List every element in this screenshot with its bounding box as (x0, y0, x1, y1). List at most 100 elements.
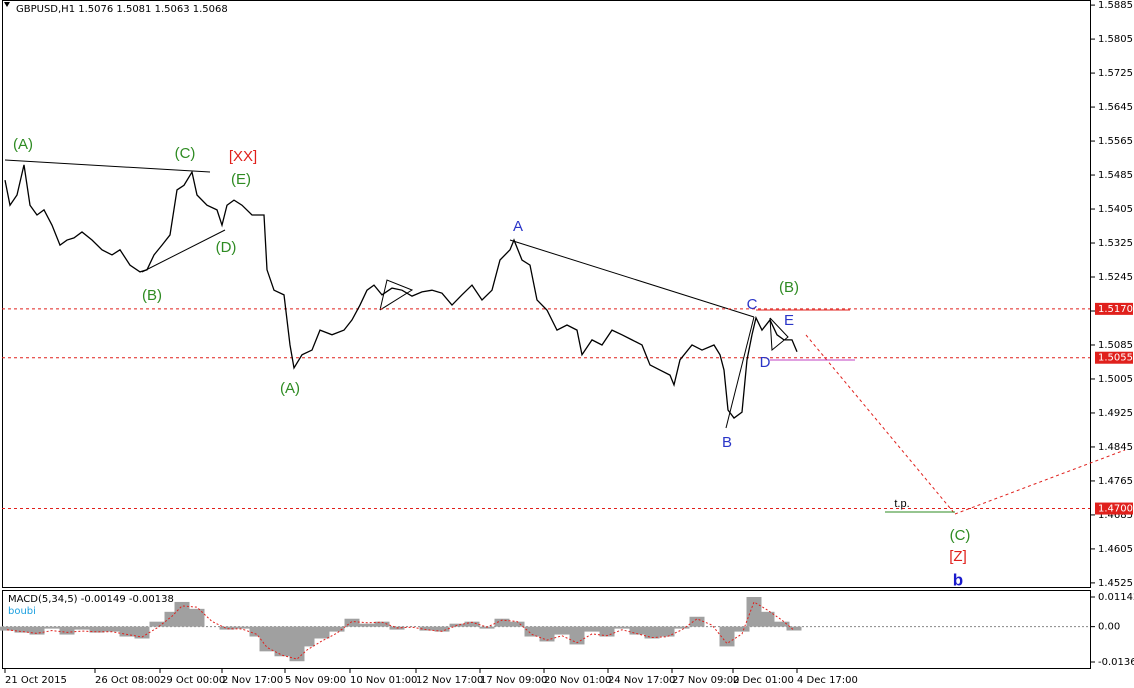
wave-label: C (747, 296, 758, 313)
x-tick-label: 10 Nov 01:00 (350, 675, 417, 686)
macd-bar (419, 626, 435, 631)
y-tick-label: 0.00 (1098, 622, 1120, 633)
y-tick-label: 1.4525 (1098, 578, 1133, 589)
level-label: 1.4700 (1098, 504, 1133, 515)
trend-line (141, 229, 226, 273)
macd-bar (299, 626, 315, 647)
macd-bar (374, 621, 390, 627)
y-tick-label: 1.4845 (1098, 442, 1133, 453)
macd-bar (509, 621, 525, 627)
macd-bar (74, 626, 90, 630)
macd-bar (464, 621, 480, 627)
price-line (4, 164, 798, 419)
x-tick-label: 24 Nov 17:00 (608, 675, 675, 686)
macd-bar (614, 626, 630, 629)
wave-label: E (784, 312, 794, 329)
macd-bar (219, 626, 235, 630)
y-tick-label: 1.5485 (1098, 170, 1133, 181)
macd-bar (29, 626, 45, 635)
triangle (769, 317, 789, 352)
macd-bar (89, 626, 105, 633)
y-tick-label: 1.5245 (1098, 272, 1133, 283)
y-tick-label: 1.4765 (1098, 476, 1133, 487)
macd-bar (329, 626, 345, 632)
level-tag (1095, 302, 1133, 315)
level-label: 1.5170 (1098, 304, 1133, 315)
y-tick-label: 1.4925 (1098, 408, 1133, 419)
wave-label: (A) (13, 136, 33, 153)
x-tick-label: 17 Nov 09:00 (480, 675, 547, 686)
macd-bar (734, 626, 750, 632)
macd-bar (44, 626, 60, 629)
signal-line (6, 601, 795, 660)
level-label: 1.5055 (1098, 353, 1133, 364)
wave-label: (B) (142, 287, 162, 304)
macd-bar (774, 621, 790, 627)
y-tick-label: 1.5565 (1098, 136, 1133, 147)
y-tick-label: 1.4685 (1098, 510, 1133, 521)
wave-label: (D) (216, 239, 237, 256)
macd-bar (274, 626, 290, 657)
macd-bar (584, 626, 600, 632)
level-tag (1095, 502, 1133, 515)
macd-bar (554, 626, 570, 635)
y-tick-label: 0.01142 (1098, 592, 1134, 603)
menu-arrow (4, 2, 10, 7)
macd-bar (674, 626, 690, 629)
projection-line (805, 334, 956, 515)
macd-bar (189, 608, 205, 627)
macd-bar (134, 626, 150, 639)
macd-bar (0, 626, 15, 631)
macd-bar (359, 623, 375, 627)
y-tick-label: 1.5725 (1098, 68, 1133, 79)
wave-label: B (722, 434, 732, 451)
macd-bar (644, 626, 660, 639)
wave-label: (B) (779, 279, 799, 296)
x-tick-label: 20 Nov 01:00 (544, 675, 611, 686)
macd-title: MACD(5,34,5) -0.00149 -0.00138 (8, 594, 174, 605)
x-tick-label: 27 Nov 09:00 (672, 675, 739, 686)
macd-bar (539, 626, 555, 642)
triangle (379, 279, 414, 311)
wave-label: D (760, 354, 771, 371)
macd-bar (119, 626, 135, 637)
chart-title: GBPUSD,H1 1.5076 1.5081 1.5063 1.5068 (16, 4, 228, 15)
macd-bar (629, 626, 645, 635)
wave-label: [Z] (949, 548, 967, 565)
macd-bar (249, 626, 265, 637)
x-tick-label: 29 Oct 00:00 (160, 675, 225, 686)
macd-bar (104, 626, 120, 632)
macd-bar (259, 626, 275, 652)
wave-label: (C) (175, 145, 196, 162)
macd-bar (659, 626, 675, 637)
macd-bar (174, 601, 190, 627)
wave-label: (A) (280, 380, 300, 397)
trend-line (509, 239, 755, 318)
projection (805, 334, 1126, 515)
wave-label: A (513, 218, 523, 235)
wave-label: (E) (231, 171, 251, 188)
y-tick-label: 1.5005 (1098, 374, 1133, 385)
macd-bar (314, 626, 330, 639)
trend-line (4, 159, 211, 173)
y-tick-label: -0.01363 (1098, 657, 1134, 668)
macd-bar (494, 618, 510, 627)
price-frame (2, 0, 1091, 588)
projection-line (954, 449, 1126, 515)
y-tick-label: 1.5805 (1098, 34, 1133, 45)
wave-label: t.p. (894, 498, 909, 510)
macd-bar (599, 626, 615, 637)
macd-bar (344, 618, 360, 627)
macd-bar (524, 626, 540, 637)
macd-bar (234, 626, 250, 629)
x-tick-label: 5 Nov 09:00 (285, 675, 346, 686)
macd-bar (786, 626, 802, 631)
macd-bar (149, 621, 165, 627)
y-tick-label: 1.5085 (1098, 340, 1133, 351)
macd-bar (746, 597, 762, 627)
macd-bar (434, 626, 450, 632)
level-tag (1095, 351, 1133, 364)
macd-bar (759, 611, 775, 627)
x-tick-label: 4 Dec 17:00 (797, 675, 858, 686)
